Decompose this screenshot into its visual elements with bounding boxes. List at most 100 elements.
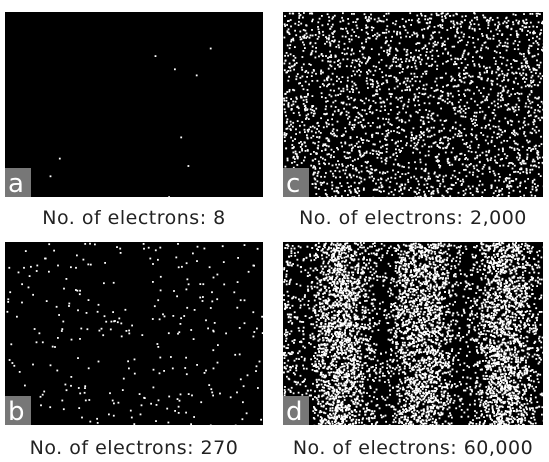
dot (455, 113, 457, 115)
dot (344, 173, 346, 175)
dot (370, 172, 372, 174)
dot (390, 130, 392, 132)
dot (516, 20, 518, 22)
dot (291, 144, 293, 146)
dot (485, 114, 487, 116)
dot (299, 132, 301, 134)
dot (497, 99, 499, 101)
dot (81, 417, 83, 419)
dot (476, 112, 478, 114)
dot (538, 145, 540, 147)
dot (287, 160, 289, 162)
dot (530, 380, 532, 382)
dot (498, 126, 500, 128)
dot (319, 306, 321, 308)
dot (534, 84, 536, 86)
dot (532, 13, 534, 15)
dot (285, 148, 287, 150)
dot (329, 272, 331, 274)
dot (394, 413, 396, 415)
dot (512, 21, 514, 23)
dot (498, 271, 500, 273)
dot (70, 266, 72, 268)
dot (416, 410, 418, 412)
dot (405, 173, 407, 175)
dot (471, 129, 473, 131)
dot (452, 96, 454, 98)
dot (293, 60, 295, 62)
dot (118, 402, 120, 404)
dot (290, 26, 292, 28)
dot (34, 328, 36, 330)
dot (528, 47, 530, 49)
dot (538, 381, 540, 383)
dot (380, 259, 382, 261)
dot (488, 24, 490, 26)
dot (521, 53, 523, 55)
dot (361, 165, 363, 167)
dot (139, 393, 141, 395)
dot (472, 123, 474, 125)
dot (401, 71, 403, 73)
dot (532, 121, 534, 123)
dot (208, 384, 210, 386)
dot (375, 66, 377, 68)
dot (328, 77, 330, 79)
dot (306, 33, 308, 35)
dot (415, 80, 417, 82)
dot (484, 164, 486, 166)
dot (517, 83, 519, 85)
dot (359, 154, 361, 156)
dot (303, 36, 305, 38)
dot (372, 317, 374, 319)
dot (311, 80, 313, 82)
dot (523, 122, 525, 124)
dot (452, 147, 454, 149)
dot (284, 93, 286, 95)
dot (525, 106, 527, 108)
dot (284, 108, 286, 110)
dot (287, 70, 289, 72)
dot (328, 394, 330, 396)
dot (285, 166, 287, 168)
dot (463, 169, 465, 171)
dot (326, 183, 328, 185)
dot (377, 157, 379, 159)
dot (354, 354, 356, 356)
dot (526, 34, 528, 36)
dot (438, 14, 440, 16)
dot (284, 69, 286, 71)
dot (293, 146, 295, 148)
dot (542, 23, 544, 25)
dot (414, 73, 416, 75)
dot (204, 248, 206, 250)
dot (538, 117, 540, 119)
dot (338, 164, 340, 166)
dot (354, 74, 356, 76)
dot (424, 93, 426, 95)
dot (295, 78, 297, 80)
dot (177, 243, 179, 245)
dot (447, 38, 449, 40)
dot (425, 88, 427, 90)
dot (408, 120, 410, 122)
dot (84, 385, 86, 387)
dot (482, 101, 484, 103)
dot (315, 47, 317, 49)
dot (188, 283, 190, 285)
dot (348, 116, 350, 118)
dot (445, 73, 447, 75)
dot (312, 35, 314, 37)
dot (310, 268, 312, 270)
dot (447, 159, 449, 161)
dot (536, 26, 538, 28)
dot (288, 91, 290, 93)
dot (490, 157, 492, 159)
dot (386, 29, 388, 31)
dot (385, 136, 387, 138)
dot (534, 354, 536, 356)
dot (327, 61, 329, 63)
dot (188, 165, 190, 167)
dot (405, 78, 407, 80)
dot (305, 81, 307, 83)
